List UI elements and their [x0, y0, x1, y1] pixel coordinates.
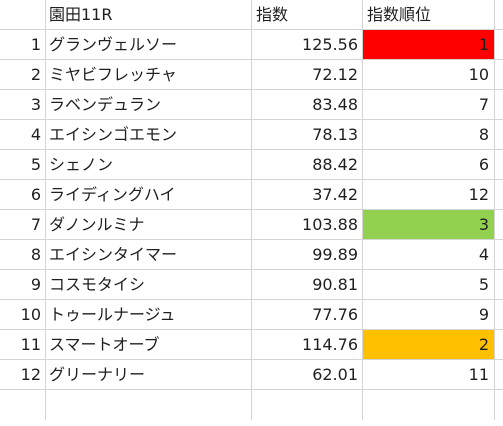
row-number-cell[interactable]: 11 [20, 335, 41, 354]
rank-cell[interactable]: 12 [468, 185, 489, 204]
horse-name-cell[interactable]: ダノンルミナ [49, 215, 145, 234]
table-row: 9 コスモタイシ 90.81 5 [0, 270, 503, 300]
index-value-cell[interactable]: 90.81 [312, 275, 358, 294]
table-row: 7 ダノンルミナ 103.88 3 [0, 210, 503, 240]
row-number-cell[interactable]: 7 [30, 215, 41, 234]
row-number-cell[interactable]: 6 [30, 185, 41, 204]
horse-name-cell[interactable]: グランヴェルソー [49, 35, 178, 54]
rank-cell[interactable]: 4 [478, 245, 489, 264]
rank-cell[interactable]: 11 [468, 365, 489, 384]
index-value-cell[interactable]: 77.76 [312, 305, 358, 324]
rank-cell[interactable]: 3 [363, 210, 494, 239]
row-number-cell[interactable]: 9 [30, 275, 41, 294]
index-value-cell[interactable]: 114.76 [302, 335, 358, 354]
index-value-cell[interactable]: 62.01 [312, 365, 358, 384]
row-number-cell[interactable]: 3 [30, 95, 41, 114]
index-value-cell[interactable]: 125.56 [302, 35, 358, 54]
horse-name-cell[interactable]: ライディングハイ [49, 185, 176, 204]
horse-name-cell[interactable]: ミヤビフレッチャ [49, 65, 177, 84]
index-value-cell[interactable]: 78.13 [312, 125, 358, 144]
index-value-cell[interactable]: 83.48 [312, 95, 358, 114]
header-race-cell[interactable]: 園田11R [49, 5, 113, 24]
header-index-cell[interactable]: 指数 [256, 5, 289, 24]
horse-name-cell[interactable]: コスモタイシ [49, 275, 146, 294]
header-blank-cell[interactable] [0, 0, 45, 29]
row-number-cell[interactable]: 10 [20, 305, 41, 324]
rank-cell[interactable]: 5 [478, 275, 489, 294]
index-value-cell[interactable]: 99.89 [312, 245, 358, 264]
horse-name-cell[interactable]: エイシンゴエモン [49, 125, 178, 144]
index-value-cell[interactable]: 88.42 [312, 155, 358, 174]
table-row: 8 エイシンタイマー 99.89 4 [0, 240, 503, 270]
index-value-cell[interactable]: 103.88 [302, 215, 358, 234]
table-row: 2 ミヤビフレッチャ 72.12 10 [0, 60, 503, 90]
rank-cell[interactable]: 7 [478, 95, 489, 114]
header-row: 園田11R 指数 指数順位 [0, 0, 503, 30]
rank-cell[interactable]: 1 [363, 30, 494, 59]
table-row: 5 シェノン 88.42 6 [0, 150, 503, 180]
row-number-cell[interactable]: 2 [30, 65, 41, 84]
rank-cell[interactable]: 2 [363, 330, 494, 359]
horse-name-cell[interactable]: ラベンデュラン [49, 95, 162, 114]
rank-cell[interactable]: 6 [478, 155, 489, 174]
row-number-cell[interactable]: 12 [20, 365, 41, 384]
table-row: 10 トゥールナージュ 77.76 9 [0, 300, 503, 330]
table-row: 3 ラベンデュラン 83.48 7 [0, 90, 503, 120]
rank-cell[interactable]: 9 [478, 305, 489, 324]
horse-name-cell[interactable]: スマートオーブ [49, 335, 160, 354]
table-row: 6 ライディングハイ 37.42 12 [0, 180, 503, 210]
index-value-cell[interactable]: 72.12 [312, 65, 358, 84]
row-number-cell[interactable]: 5 [30, 155, 41, 174]
rank-cell[interactable]: 10 [468, 65, 489, 84]
table-row: 12 グリーナリー 62.01 11 [0, 360, 503, 390]
horse-name-cell[interactable]: トゥールナージュ [49, 305, 176, 324]
table-row: 4 エイシンゴエモン 78.13 8 [0, 120, 503, 150]
row-number-cell[interactable]: 1 [30, 35, 41, 54]
horse-name-cell[interactable]: エイシンタイマー [49, 245, 178, 264]
header-rank-cell[interactable]: 指数順位 [367, 5, 432, 24]
table-row: 1 グランヴェルソー 125.56 1 [0, 30, 503, 60]
row-number-cell[interactable]: 4 [30, 125, 41, 144]
horse-name-cell[interactable]: シェノン [49, 155, 114, 174]
horse-name-cell[interactable]: グリーナリー [49, 365, 146, 384]
table-row: 11 スマートオーブ 114.76 2 [0, 330, 503, 360]
index-value-cell[interactable]: 37.42 [312, 185, 358, 204]
rank-cell[interactable]: 8 [478, 125, 489, 144]
row-number-cell[interactable]: 8 [30, 245, 41, 264]
